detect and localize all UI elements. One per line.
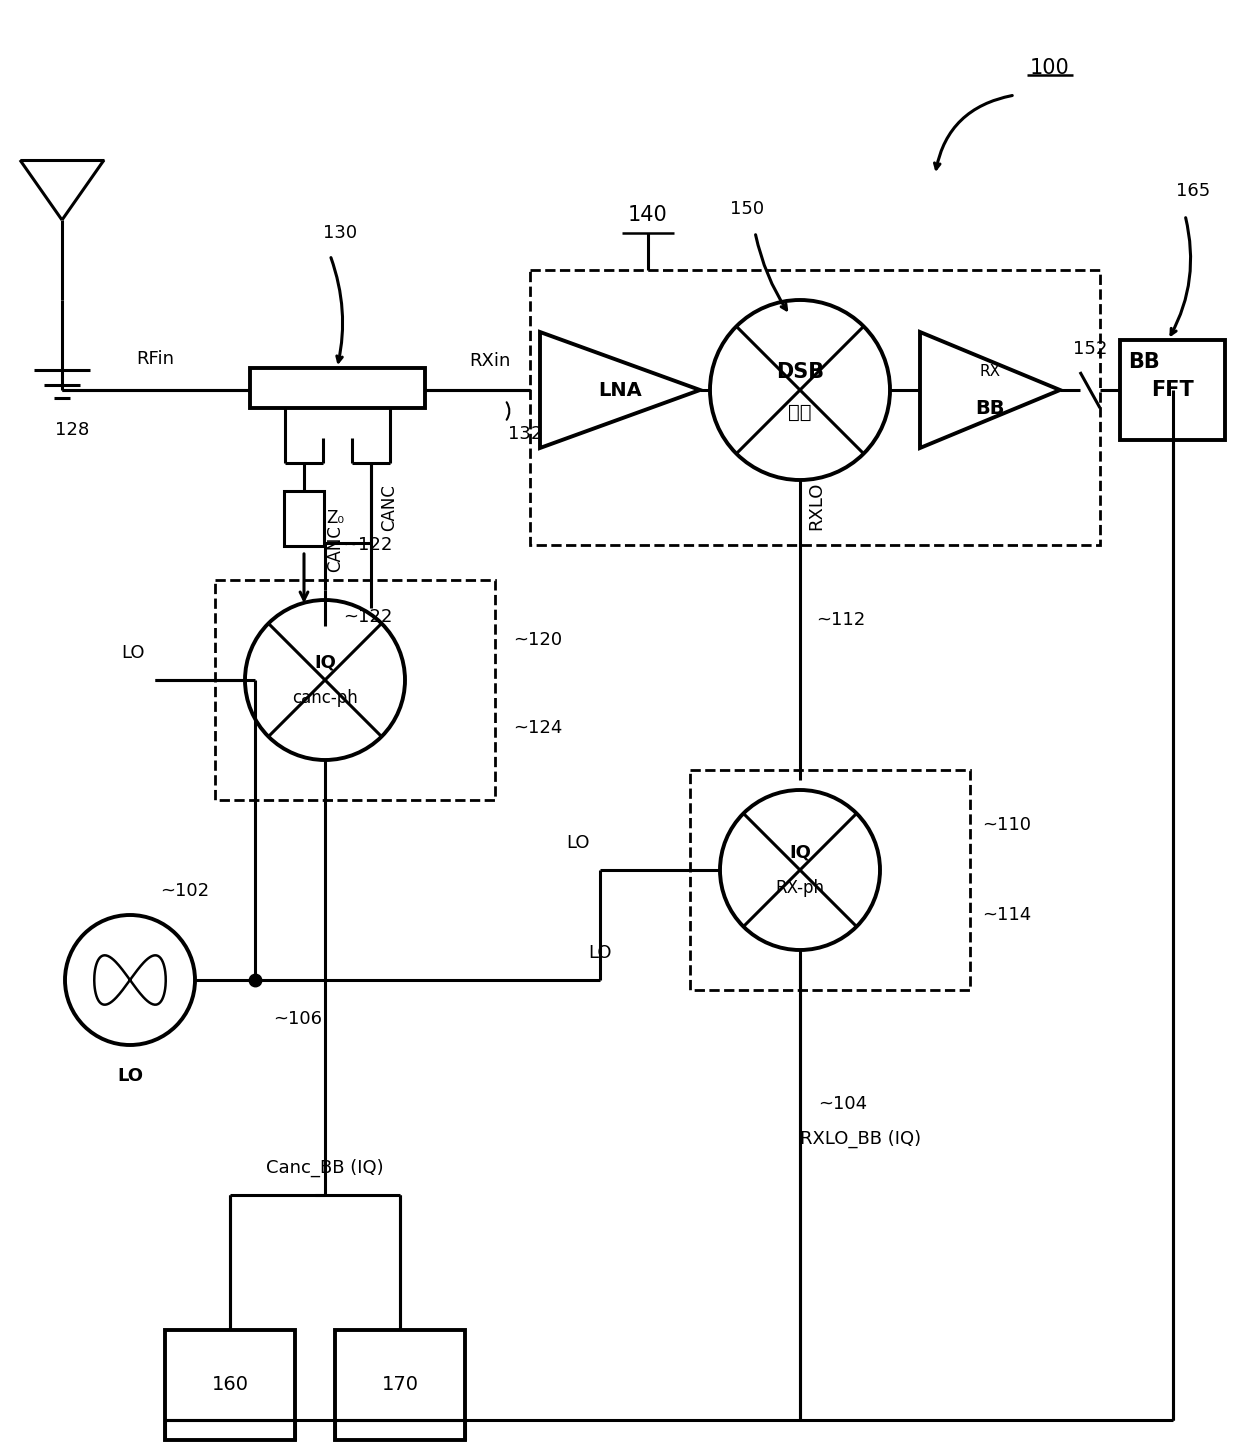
Text: RFin: RFin — [136, 350, 174, 368]
Text: ~110: ~110 — [982, 817, 1030, 834]
Text: LO: LO — [567, 834, 590, 851]
Text: 128: 128 — [55, 421, 89, 439]
Text: ~120: ~120 — [513, 631, 562, 649]
Text: RX: RX — [980, 365, 1001, 379]
Text: ~124: ~124 — [513, 720, 563, 737]
Text: FFT: FFT — [1151, 379, 1194, 400]
Circle shape — [64, 915, 195, 1045]
Text: 152: 152 — [1073, 340, 1107, 358]
Text: CANC: CANC — [326, 524, 343, 572]
Text: Canc_BB (IQ): Canc_BB (IQ) — [267, 1158, 384, 1177]
Text: 170: 170 — [382, 1376, 419, 1394]
Polygon shape — [920, 332, 1060, 447]
Text: 140: 140 — [629, 206, 668, 224]
Text: CANC: CANC — [379, 485, 398, 531]
Text: RXLO_BB (IQ): RXLO_BB (IQ) — [800, 1129, 921, 1148]
Bar — [1120, 340, 1225, 440]
Text: IQ: IQ — [789, 843, 811, 862]
Bar — [335, 1331, 465, 1439]
Text: RX-ph: RX-ph — [775, 879, 825, 896]
Text: ~102: ~102 — [160, 882, 210, 901]
Text: LO: LO — [117, 1067, 143, 1085]
Text: 100: 100 — [1030, 58, 1070, 78]
Text: 混频: 混频 — [789, 403, 812, 421]
Text: RXLO: RXLO — [807, 482, 825, 530]
Text: 165: 165 — [1176, 182, 1210, 200]
Text: ~122: ~122 — [343, 536, 392, 555]
Text: BB: BB — [1128, 352, 1159, 372]
Text: LO: LO — [588, 944, 611, 961]
Text: IQ: IQ — [314, 653, 336, 670]
Text: ~122: ~122 — [343, 608, 392, 626]
Text: ~106: ~106 — [273, 1011, 322, 1028]
Text: ~104: ~104 — [818, 1095, 867, 1114]
Text: 132: 132 — [508, 426, 542, 443]
Text: ~114: ~114 — [982, 906, 1032, 924]
Text: LNA: LNA — [598, 381, 642, 400]
Text: 130: 130 — [322, 224, 357, 242]
Text: LO: LO — [122, 644, 145, 662]
Circle shape — [246, 599, 405, 760]
Bar — [250, 368, 425, 408]
Polygon shape — [539, 332, 701, 447]
Bar — [165, 1331, 295, 1439]
Text: RXin: RXin — [469, 352, 511, 371]
Circle shape — [720, 791, 880, 950]
Circle shape — [711, 300, 890, 479]
Bar — [529, 269, 1100, 544]
Text: ~112: ~112 — [816, 611, 866, 628]
Text: Z₀: Z₀ — [326, 510, 345, 527]
Text: DSB: DSB — [776, 362, 825, 382]
Bar — [689, 770, 970, 990]
Text: BB: BB — [975, 398, 1004, 417]
Text: 160: 160 — [212, 1376, 248, 1394]
Bar — [284, 491, 324, 546]
Text: 150: 150 — [730, 200, 764, 219]
Text: canc-ph: canc-ph — [293, 689, 358, 707]
Bar — [215, 581, 495, 799]
